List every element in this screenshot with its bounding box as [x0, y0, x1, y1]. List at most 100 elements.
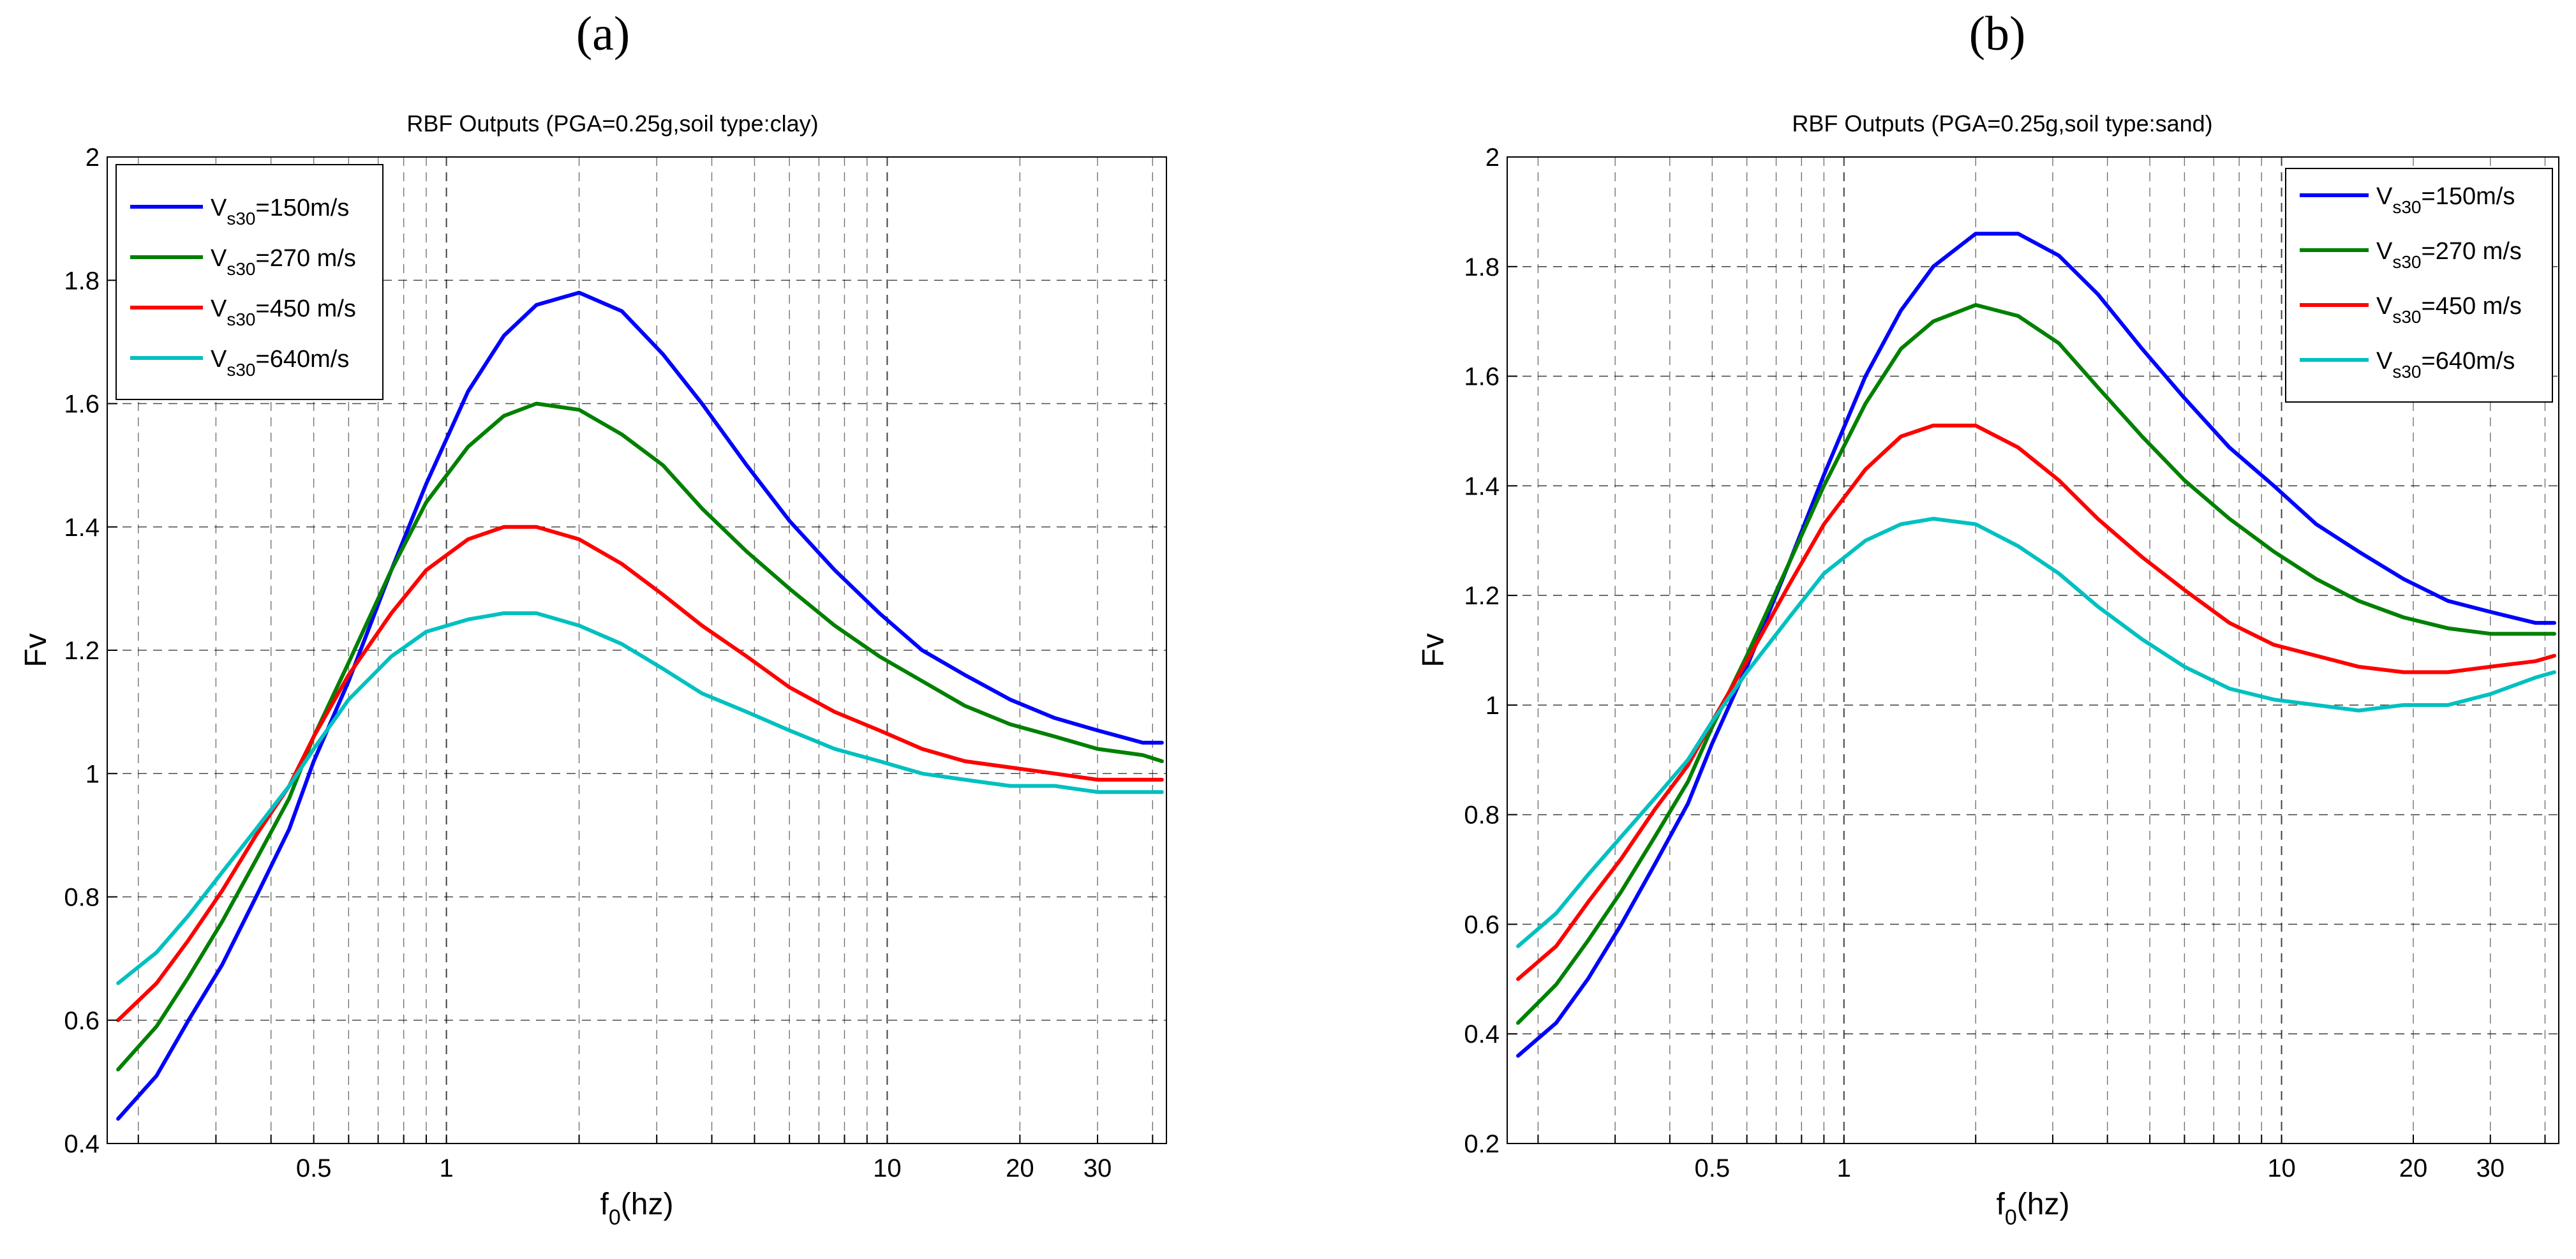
chart-b-series-line-1 — [1516, 302, 2556, 1025]
legend-b-sub: s30 — [2392, 307, 2421, 327]
legend-a-name: V — [211, 295, 227, 322]
legend-a-sub: s30 — [227, 309, 255, 329]
legend-b-name: V — [2376, 183, 2393, 210]
chart-b-y-tick-label: 0.2 — [1464, 1130, 1500, 1158]
legend-b-suffix: =640m/s — [2422, 348, 2515, 375]
chart-b-legend-entry: Vs30=270 m/s — [2300, 238, 2522, 272]
chart-a-series-line-1 — [116, 401, 1164, 1071]
legend-b-name: V — [2376, 348, 2393, 375]
chart-a-legend-box — [115, 164, 383, 400]
chart-a-x-label-sub: 0 — [609, 1205, 621, 1230]
chart-b-y-tick-label: 0.4 — [1464, 1020, 1500, 1048]
chart-b-series-line-2 — [1516, 423, 2556, 981]
chart-b-y-tick-label: 2 — [1485, 144, 1500, 172]
chart-a-legend: Vs30=150m/s Vs30=270 m/s Vs30=450 m/s Vs… — [115, 164, 383, 400]
chart-b-y-tick-label: 1.6 — [1464, 363, 1500, 391]
chart-b-legend: Vs30=150m/s Vs30=270 m/s Vs30=450 m/s Vs… — [2285, 168, 2553, 403]
svg-text:Vs30=270 m/s: Vs30=270 m/s — [2376, 238, 2522, 272]
chart-b-y-tick-label: 1.2 — [1464, 582, 1500, 610]
legend-b-suffix: =450 m/s — [2422, 293, 2522, 320]
chart-a-series — [116, 290, 1164, 1121]
chart-a-x-tick-label: 0.5 — [296, 1154, 332, 1182]
svg-text:Vs30=150m/s: Vs30=150m/s — [2376, 183, 2515, 217]
chart-b-series-line-3 — [1516, 516, 2556, 948]
legend-b-suffix: =270 m/s — [2422, 238, 2522, 265]
legend-a-name: V — [211, 195, 227, 221]
chart-a-x-label-suffix: (hz) — [621, 1188, 674, 1221]
chart-a-title: RBF Outputs (PGA=0.25g,soil type:clay) — [406, 110, 818, 137]
chart-a-legend-entry: Vs30=150m/s — [130, 195, 349, 228]
chart-a-y-tick-label: 0.8 — [64, 884, 100, 912]
legend-a-suffix: =150m/s — [256, 195, 350, 221]
chart-a-y-tick-label: 0.4 — [64, 1130, 100, 1158]
chart-b-legend-box — [2285, 168, 2553, 403]
chart-b-x-tick-label: 0.5 — [1695, 1154, 1731, 1182]
legend-b-sub: s30 — [2392, 362, 2421, 382]
chart-a-y-tick-label: 1.6 — [64, 391, 100, 419]
svg-text:Vs30=640m/s: Vs30=640m/s — [211, 346, 349, 380]
chart-a-x-tick-label: 20 — [1006, 1154, 1034, 1182]
chart-b-y-ticks: 0.2 0.4 0.6 0.8 1 1.2 1.4 1.6 1.8 2 — [1464, 144, 1517, 1158]
chart-a-y-tick-label: 1.2 — [64, 637, 100, 665]
legend-a-name: V — [211, 245, 227, 272]
chart-b-title: RBF Outputs (PGA=0.25g,soil type:sand) — [1792, 110, 2212, 137]
chart-b-series — [1516, 232, 2556, 1058]
chart-b-y-tick-label: 1.4 — [1464, 472, 1500, 500]
chart-a-y-tick-label: 1.4 — [64, 514, 100, 542]
svg-text:Vs30=450 m/s: Vs30=450 m/s — [211, 295, 356, 329]
legend-a-sub: s30 — [227, 209, 255, 228]
chart-b-y-tick-label: 0.6 — [1464, 911, 1500, 939]
chart-b-x-tick-label: 10 — [2267, 1154, 2296, 1182]
chart-a-series-line-2 — [116, 525, 1164, 1022]
chart-b-x-tick-label: 1 — [1837, 1154, 1851, 1182]
panel-a-label: (a) — [576, 7, 630, 61]
chart-b-legend-entry: Vs30=640m/s — [2300, 348, 2515, 382]
svg-text:Vs30=150m/s: Vs30=150m/s — [211, 195, 349, 228]
chart-a-series-line-0 — [116, 290, 1164, 1121]
chart-a-series-line-3 — [116, 611, 1164, 985]
chart-b-y-tick-label: 0.8 — [1464, 801, 1500, 830]
chart-a-y-tick-label: 1.8 — [64, 267, 100, 295]
legend-b-sub: s30 — [2392, 197, 2421, 217]
chart-b-x-tick-label: 30 — [2476, 1154, 2505, 1182]
legend-b-name: V — [2376, 293, 2393, 320]
chart-a-x-axis-label: f0(hz) — [600, 1188, 674, 1230]
chart-b-x-label-suffix: (hz) — [2017, 1188, 2070, 1221]
chart-panel-b: (b) RBF Outputs (PGA=0.25g,soil type:san… — [1417, 7, 2559, 1230]
chart-b-legend-entry: Vs30=150m/s — [2300, 183, 2515, 217]
panel-b-label: (b) — [1969, 7, 2026, 61]
legend-a-name: V — [211, 346, 227, 373]
chart-a-x-tick-label: 10 — [873, 1154, 902, 1182]
chart-a-legend-entry: Vs30=270 m/s — [130, 245, 356, 279]
chart-a-x-label-base: f — [600, 1188, 609, 1221]
chart-a-x-tick-label: 30 — [1083, 1154, 1112, 1182]
legend-b-name: V — [2376, 238, 2393, 265]
legend-b-suffix: =150m/s — [2422, 183, 2515, 210]
legend-a-sub: s30 — [227, 259, 255, 279]
svg-text:Vs30=640m/s: Vs30=640m/s — [2376, 348, 2515, 382]
svg-text:Vs30=270 m/s: Vs30=270 m/s — [211, 245, 356, 279]
chart-a-y-tick-label: 1 — [86, 760, 100, 788]
chart-panel-a: (a) RBF Outputs (PGA=0.25g,soil type:cla… — [19, 7, 1167, 1230]
legend-a-sub: s30 — [227, 360, 255, 380]
chart-a-legend-entry: Vs30=450 m/s — [130, 295, 356, 329]
legend-b-sub: s30 — [2392, 252, 2421, 272]
legend-a-suffix: =270 m/s — [256, 245, 356, 272]
chart-b-x-tick-label: 20 — [2399, 1154, 2428, 1182]
chart-a-x-tick-label: 1 — [439, 1154, 453, 1182]
chart-b-legend-entry: Vs30=450 m/s — [2300, 293, 2522, 327]
legend-a-suffix: =640m/s — [256, 346, 350, 373]
chart-b-y-tick-label: 1.8 — [1464, 253, 1500, 281]
chart-b-x-label-base: f — [1997, 1188, 2006, 1221]
chart-b-plot-frame — [1507, 156, 2559, 1144]
chart-b-x-label-sub: 0 — [2005, 1205, 2017, 1230]
chart-a-legend-entry: Vs30=640m/s — [130, 346, 349, 380]
svg-text:Vs30=450 m/s: Vs30=450 m/s — [2376, 293, 2522, 327]
chart-a-y-ticks: 0.4 0.6 0.8 1 1.2 1.4 1.6 1.8 2 — [64, 144, 117, 1158]
chart-a-y-axis-label: Fv — [19, 633, 53, 667]
chart-a-x-ticks: 0.5 1 10 20 30 — [137, 1135, 1154, 1182]
chart-b-x-axis-label: f0(hz) — [1997, 1188, 2070, 1230]
chart-b-y-axis-label: Fv — [1417, 633, 1450, 667]
chart-a-y-tick-label: 2 — [86, 144, 100, 172]
